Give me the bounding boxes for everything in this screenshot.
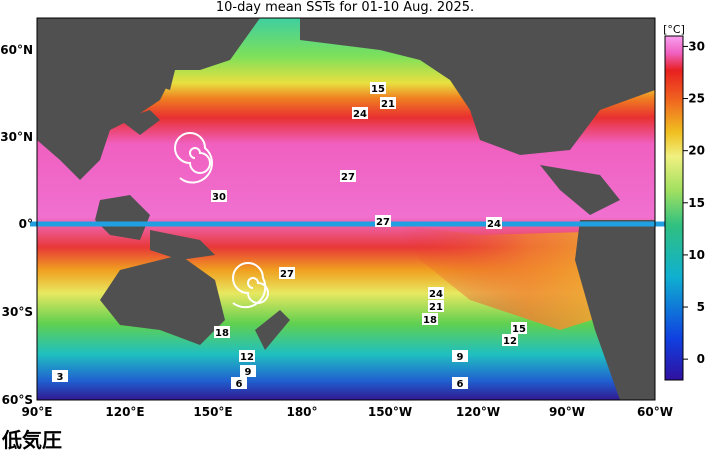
map-title: 10-day mean SSTs for 01-10 Aug. 2025. bbox=[216, 0, 474, 15]
lat-label: 30°S bbox=[2, 305, 33, 319]
lat-label: 60°N bbox=[0, 43, 33, 57]
contour-label: 6 bbox=[457, 379, 464, 390]
lon-label: 60°W bbox=[637, 405, 673, 419]
contour-label: 21 bbox=[429, 302, 443, 313]
contour-label: 27 bbox=[280, 269, 294, 280]
contour-label: 24 bbox=[487, 219, 501, 230]
sst-map: 10-day mean SSTs for 01-10 Aug. 2025. 60… bbox=[0, 0, 705, 419]
contour-label: 24 bbox=[429, 289, 443, 300]
lon-label: 90°E bbox=[22, 405, 53, 419]
lon-label: 90°W bbox=[549, 405, 585, 419]
contour-label-box bbox=[340, 170, 356, 182]
contour-label: 3 bbox=[57, 372, 64, 383]
map-area bbox=[30, 17, 665, 401]
contour-label: 24 bbox=[353, 109, 367, 120]
lat-label: 30°N bbox=[0, 130, 33, 144]
contour-label-box bbox=[428, 300, 444, 312]
colorbar-tick-label: 0 bbox=[697, 352, 705, 366]
caption: 低気圧 bbox=[2, 428, 62, 452]
contour-label-box bbox=[214, 326, 230, 338]
contour-label-box bbox=[52, 370, 68, 382]
contour-label-box bbox=[239, 350, 255, 362]
contour-label: 15 bbox=[371, 84, 385, 95]
colorbar-tick-label: 5 bbox=[697, 300, 705, 314]
lon-label: 180° bbox=[286, 405, 317, 419]
contour-label-box bbox=[428, 287, 444, 299]
lat-label: 60°S bbox=[2, 393, 33, 407]
contour-label: 18 bbox=[423, 315, 437, 326]
contour-label: 27 bbox=[341, 172, 355, 183]
contour-label: 30 bbox=[212, 192, 226, 203]
contour-label: 27 bbox=[376, 217, 390, 228]
contour-label: 9 bbox=[457, 352, 464, 363]
colorbar bbox=[664, 35, 684, 381]
contour-label-box bbox=[422, 313, 438, 325]
contour-label-box bbox=[375, 215, 391, 227]
lon-label: 120°W bbox=[456, 405, 500, 419]
contour-label-box bbox=[240, 365, 256, 377]
colorbar-tick-label: 25 bbox=[688, 92, 705, 106]
contour-label: 12 bbox=[503, 336, 517, 347]
colorbar-tick-label: 30 bbox=[688, 39, 705, 53]
contour-label: 6 bbox=[236, 379, 243, 390]
colorbar-tick-label: 10 bbox=[688, 248, 705, 262]
contour-label-box bbox=[452, 377, 468, 389]
land bbox=[37, 18, 655, 400]
contour-label-box bbox=[231, 377, 247, 389]
contour-label-box bbox=[452, 350, 468, 362]
contour-label: 21 bbox=[381, 99, 395, 110]
lat-label: 0° bbox=[19, 217, 33, 231]
contour-label: 12 bbox=[240, 352, 254, 363]
contour-label-box bbox=[211, 190, 227, 202]
lon-label: 150°W bbox=[368, 405, 412, 419]
contour-label-box bbox=[511, 322, 527, 334]
contour-label: 18 bbox=[215, 328, 229, 339]
colorbar-tick-label: 15 bbox=[688, 196, 705, 210]
storm-tracks bbox=[174, 132, 269, 309]
colorbar-tick-label: 20 bbox=[688, 144, 705, 158]
lon-label: 150°E bbox=[193, 405, 232, 419]
contour-label-box bbox=[279, 267, 295, 279]
lon-label: 120°E bbox=[105, 405, 144, 419]
contour-label-box bbox=[502, 334, 518, 346]
colorbar-unit: [°C] bbox=[663, 23, 685, 36]
contour-label-box bbox=[380, 97, 396, 109]
contour-label-box bbox=[352, 107, 368, 119]
contour-label: 15 bbox=[512, 324, 526, 335]
contour-label-box bbox=[370, 82, 386, 94]
contour-label: 9 bbox=[245, 367, 252, 378]
contour-label-box bbox=[486, 217, 502, 229]
map-frame bbox=[36, 17, 656, 401]
